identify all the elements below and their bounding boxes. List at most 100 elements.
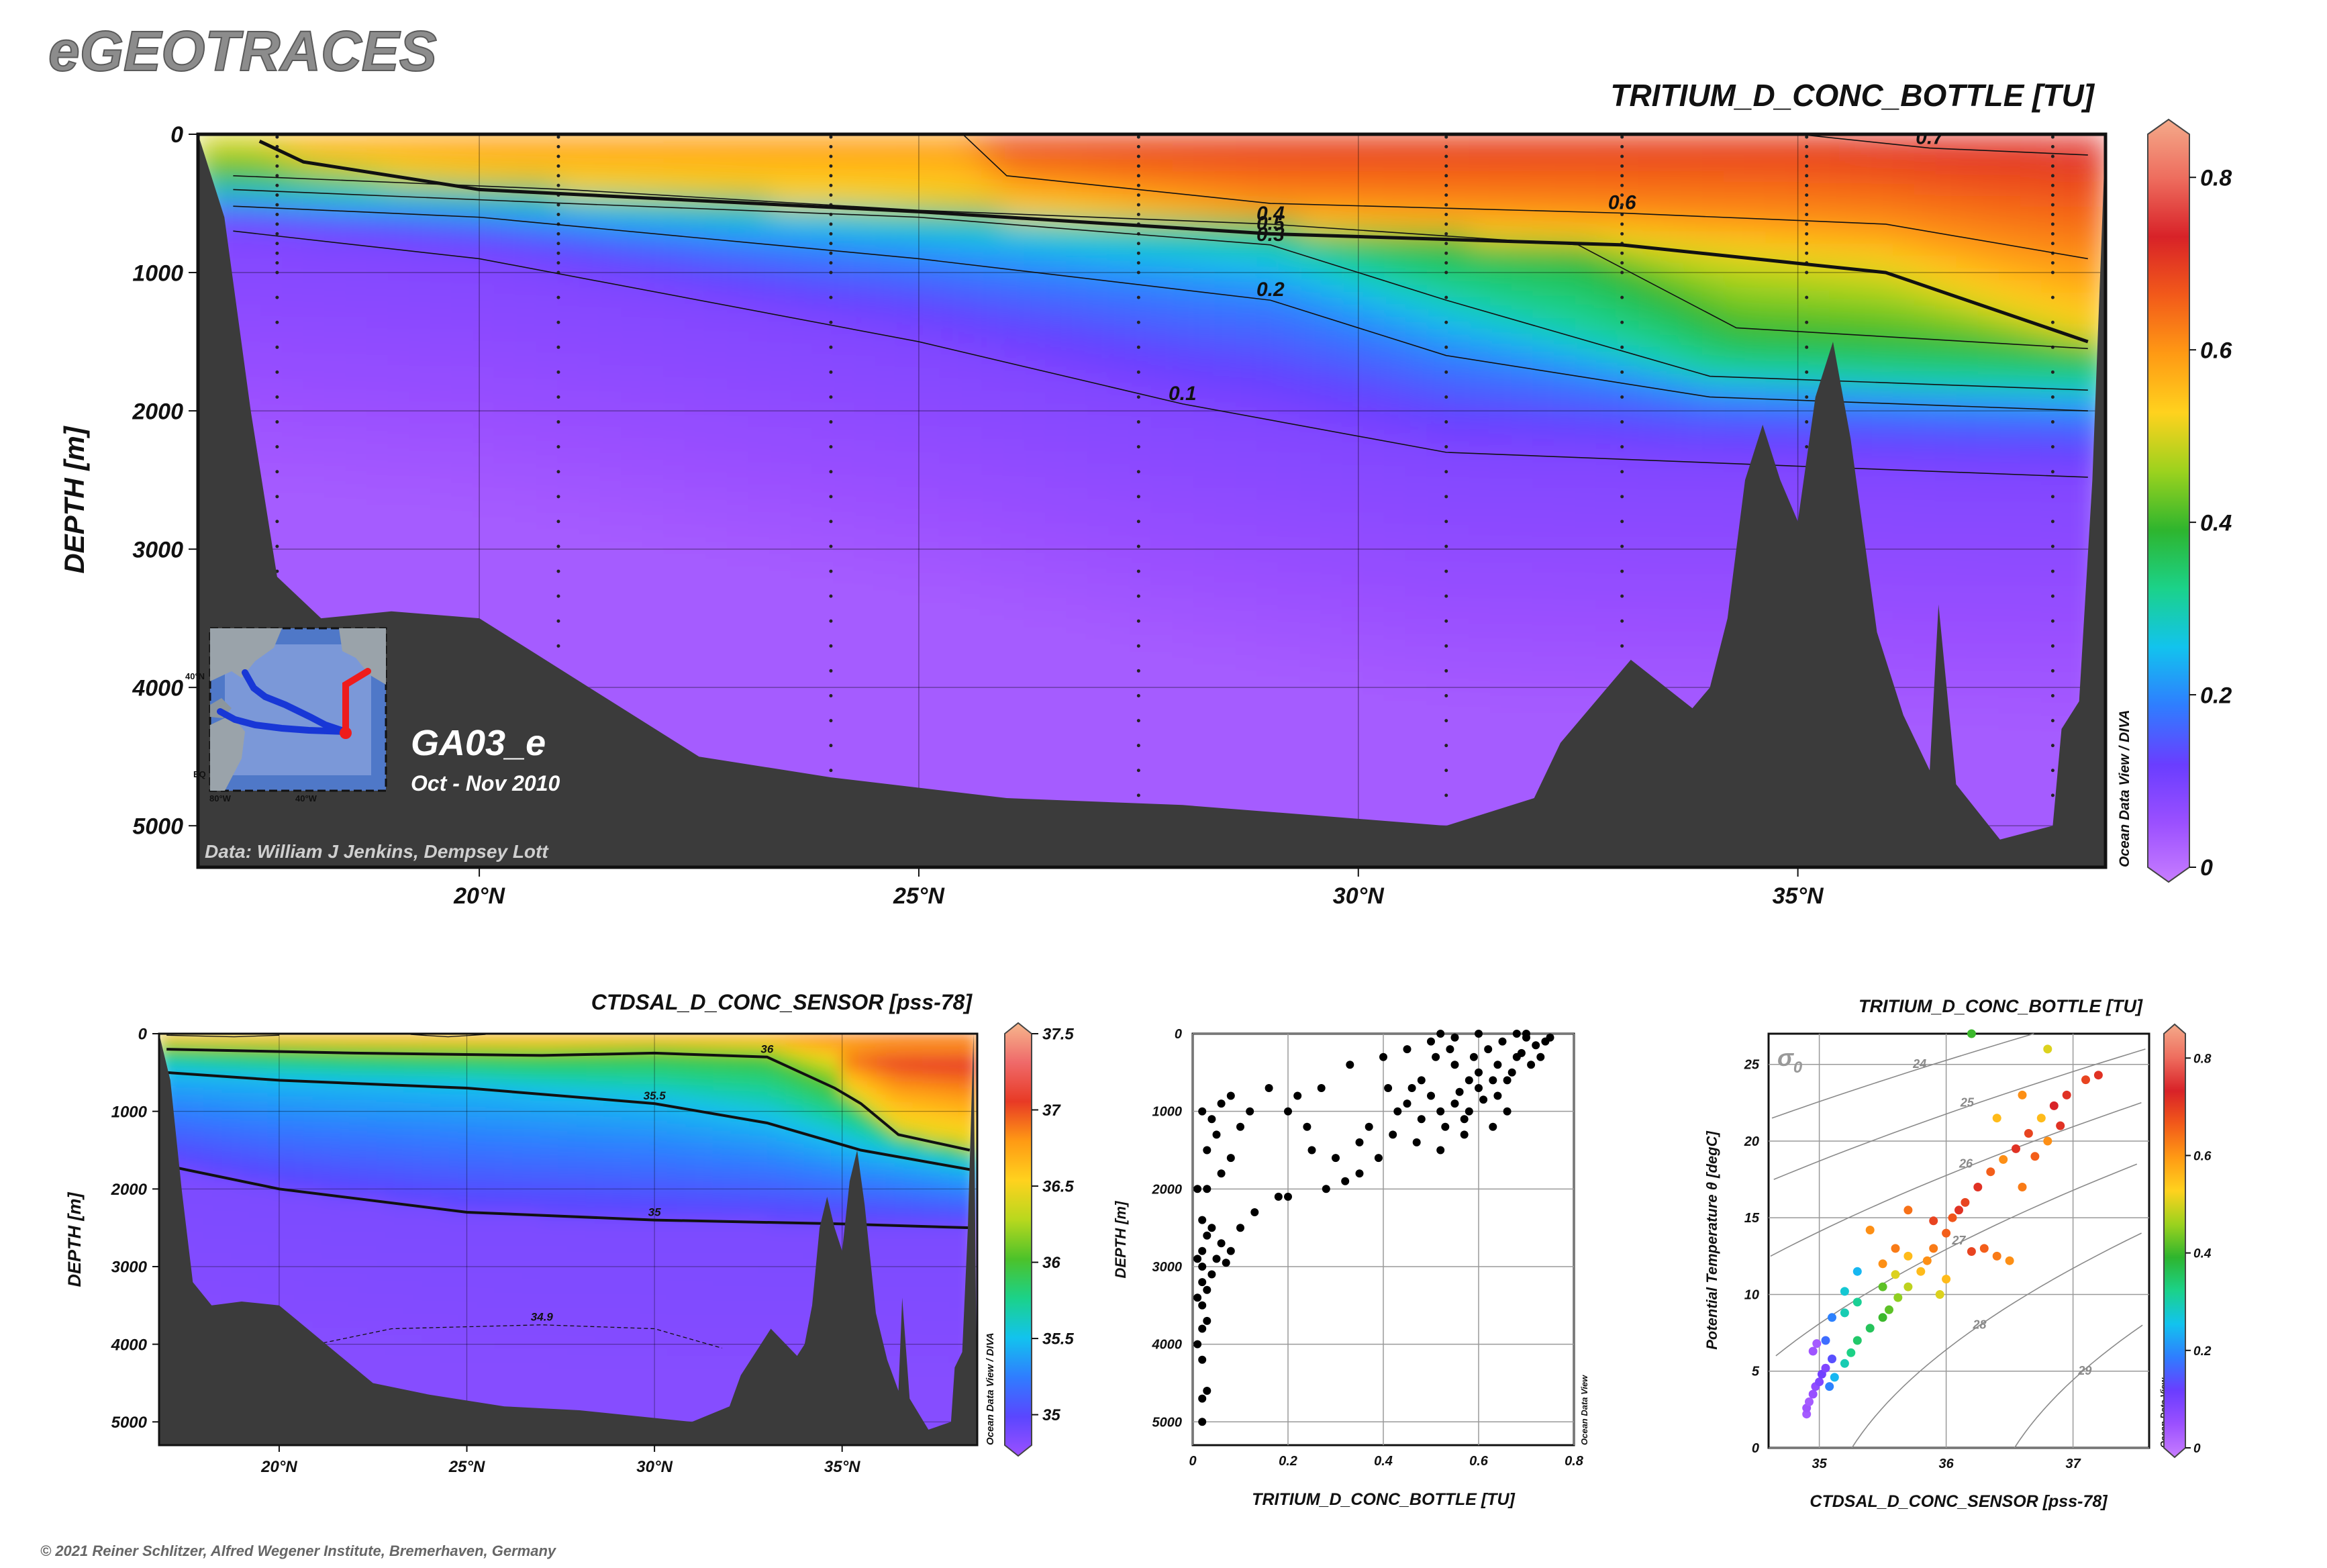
y-tick-label: 10 bbox=[1744, 1287, 1759, 1302]
isopycnal-24 bbox=[1771, 1033, 2034, 1119]
sample-dot bbox=[1444, 222, 1448, 226]
sample-dot bbox=[1136, 135, 1140, 139]
ts-point bbox=[1828, 1355, 1836, 1363]
ts-point bbox=[2030, 1152, 2040, 1161]
sample-dot bbox=[1620, 295, 1624, 299]
scatter-point bbox=[1198, 1324, 1207, 1333]
sample-dot bbox=[1444, 203, 1448, 207]
sample-dot bbox=[1620, 370, 1624, 374]
sample-dot bbox=[1444, 261, 1448, 265]
sample-dot bbox=[1444, 495, 1448, 499]
sample-dot bbox=[829, 395, 833, 399]
ts-point bbox=[1821, 1336, 1830, 1345]
ts-points bbox=[1802, 1029, 2103, 1419]
scatter-point bbox=[1322, 1185, 1330, 1193]
sample-dot bbox=[1136, 495, 1140, 499]
sample-dot bbox=[829, 594, 833, 598]
isoline-label-0.4: 0.4 bbox=[1256, 203, 1285, 225]
inset-lon-label-1: 80°W bbox=[209, 793, 232, 803]
sample-dot bbox=[1444, 271, 1448, 275]
isoline-label-0.5: 0.5 bbox=[1256, 212, 1285, 234]
sample-dot bbox=[2050, 154, 2054, 158]
scatter-point bbox=[1274, 1192, 1283, 1201]
scatter-point bbox=[1522, 1033, 1530, 1042]
y-tick-label: 0 bbox=[138, 1026, 148, 1044]
sample-dot bbox=[1444, 420, 1448, 424]
sample-dot bbox=[556, 320, 560, 324]
sample-dot bbox=[829, 222, 833, 226]
ts-point bbox=[1825, 1382, 1834, 1391]
scatter-x-axis: 0 0.2 0.4 0.6 0.8 bbox=[1189, 1454, 1583, 1469]
scatter-point bbox=[1203, 1185, 1211, 1193]
ts-point bbox=[2043, 1044, 2052, 1054]
scatter-point bbox=[1450, 1033, 1459, 1042]
sample-dot bbox=[556, 174, 560, 178]
isopycnal-25 bbox=[1773, 1048, 2146, 1180]
cruise-label: GA03_e bbox=[411, 723, 546, 763]
scatter-point bbox=[1498, 1037, 1507, 1046]
x-tick-label: 30°N bbox=[636, 1458, 673, 1476]
sample-dot bbox=[829, 345, 833, 349]
sample-dot bbox=[1620, 470, 1624, 474]
isopycnal-label-25: 25 bbox=[1960, 1095, 1975, 1109]
isoline-0.2 bbox=[233, 205, 2088, 411]
sample-dot bbox=[1136, 719, 1140, 723]
sample-dot bbox=[556, 445, 560, 449]
ts-point bbox=[1802, 1410, 1812, 1419]
sample-dot bbox=[2050, 222, 2054, 226]
sample-dot bbox=[1620, 619, 1624, 623]
scatter-point bbox=[1293, 1091, 1302, 1100]
sample-dot bbox=[1136, 669, 1140, 673]
sample-dot bbox=[1805, 193, 1809, 197]
ts-point bbox=[1903, 1251, 1913, 1261]
ts-point bbox=[1891, 1270, 1900, 1279]
sample-dot bbox=[275, 203, 279, 207]
sample-dot bbox=[1136, 569, 1140, 573]
scatter-point bbox=[1403, 1045, 1412, 1054]
sample-dot bbox=[1136, 203, 1140, 207]
scatter-point bbox=[1475, 1084, 1483, 1092]
ts-point bbox=[2081, 1075, 2090, 1085]
y-tick-label: 0 bbox=[1752, 1441, 1759, 1456]
sample-dot bbox=[1136, 395, 1140, 399]
sample-dot bbox=[556, 345, 560, 349]
salinity-x-axis: 20°N 25°N 30°N 35°N bbox=[260, 1445, 860, 1476]
colorbar-tick-label: 35.5 bbox=[1042, 1330, 1074, 1349]
sample-dot bbox=[1444, 320, 1448, 324]
sample-dot bbox=[1444, 164, 1448, 168]
scatter-point bbox=[1455, 1087, 1464, 1096]
ts-point bbox=[1986, 1167, 1995, 1177]
scatter-point bbox=[1517, 1048, 1526, 1057]
scatter-point bbox=[1198, 1216, 1207, 1224]
sample-dot bbox=[275, 544, 279, 548]
ts-point bbox=[2049, 1101, 2059, 1110]
sample-dot bbox=[1136, 261, 1140, 265]
salinity-section-title: CTDSAL_D_CONC_SENSOR [pss-78] bbox=[591, 990, 973, 1014]
isoline-label-0.1: 0.1 bbox=[1169, 383, 1197, 405]
sample-dot bbox=[1620, 594, 1624, 598]
sample-dot bbox=[1805, 271, 1809, 275]
y-tick-label: 5000 bbox=[1152, 1415, 1183, 1430]
sample-dot bbox=[1805, 445, 1809, 449]
isoline-label-0.7: 0.7 bbox=[1916, 127, 1944, 149]
sample-dot bbox=[1136, 470, 1140, 474]
salinity-colorbar: 35 35.5 36 36.5 37 37.5 bbox=[1004, 1022, 1074, 1457]
scatter-point bbox=[1203, 1231, 1211, 1240]
sample-dot bbox=[829, 644, 833, 648]
isoline-35.5 bbox=[166, 1071, 971, 1171]
sample-dot bbox=[1805, 174, 1809, 178]
colorbar-tick-label: 0.6 bbox=[2200, 338, 2232, 363]
sample-dot bbox=[1444, 544, 1448, 548]
scatter-point bbox=[1193, 1255, 1202, 1263]
colorbar-tick-label: 0.6 bbox=[2193, 1149, 2212, 1163]
ts-point bbox=[1893, 1293, 1903, 1302]
y-tick-label: 3000 bbox=[111, 1259, 148, 1277]
scatter-point bbox=[1341, 1177, 1350, 1185]
isoline-0.3 bbox=[233, 189, 2088, 391]
ts-point bbox=[1942, 1228, 1951, 1238]
ts-point bbox=[1916, 1267, 1926, 1276]
isopycnal-26 bbox=[1770, 1102, 2142, 1257]
colorbar-tick-label: 0.4 bbox=[2200, 510, 2232, 536]
sample-dot bbox=[2050, 213, 2054, 217]
station-samples bbox=[275, 135, 2054, 797]
